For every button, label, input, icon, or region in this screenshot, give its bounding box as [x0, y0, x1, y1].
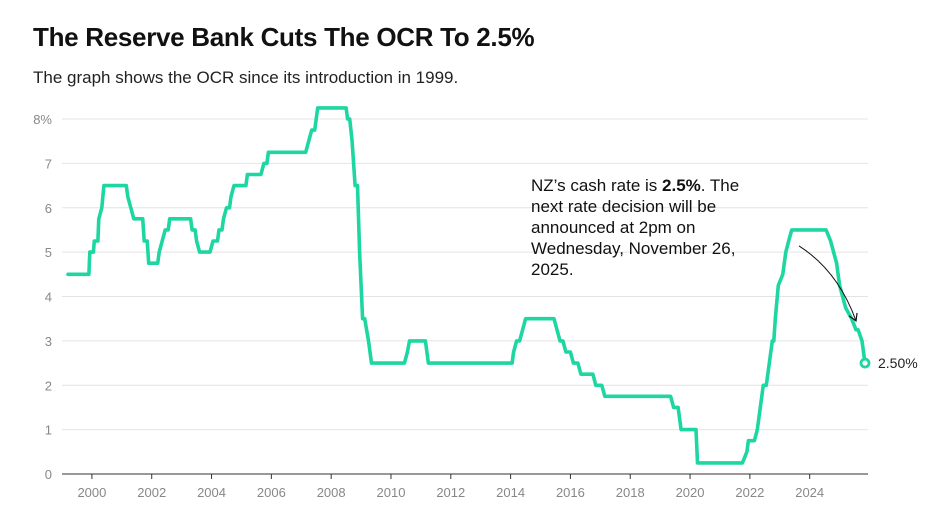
x-tick-label: 2010 [377, 485, 406, 500]
y-tick-label: 2 [45, 378, 52, 393]
latest-value-marker [859, 357, 871, 369]
x-tick-label: 2014 [496, 485, 525, 500]
annotation-note: NZ’s cash rate is 2.5%. The next rate de… [531, 175, 771, 280]
latest-value-label: 2.50% [878, 355, 918, 371]
y-tick-label: 5 [45, 245, 52, 260]
y-tick-label: 0 [45, 467, 52, 482]
x-tick-label: 2024 [795, 485, 824, 500]
y-tick-label: 6 [45, 201, 52, 216]
x-axis-tick-labels: 2000 2002 2004 2006 2008 2010 2012 2014 2016 2018… [77, 485, 824, 500]
annotation-highlight-value: 2.5% [662, 176, 701, 195]
x-tick-label: 2018 [616, 485, 645, 500]
y-tick-label: 8% [33, 112, 52, 127]
y-axis-tick-labels: 0 1 2 3 4 5 6 7 8% [33, 112, 52, 482]
x-tick-label: 2002 [137, 485, 166, 500]
x-tick-label: 2008 [317, 485, 346, 500]
y-tick-label: 1 [45, 423, 52, 438]
chart-title: The Reserve Bank Cuts The OCR To 2.5% [33, 22, 535, 52]
grid-lines [62, 118, 868, 431]
x-tick-label: 2000 [77, 485, 106, 500]
annotation-arrow [798, 245, 857, 322]
x-tick-label: 2004 [197, 485, 226, 500]
x-tick-label: 2012 [436, 485, 465, 500]
y-tick-label: 7 [45, 156, 52, 171]
y-tick-label: 4 [45, 290, 52, 305]
ocr-series-line [66, 106, 867, 465]
annotation-suffix: . The next rate decision will be announc… [531, 176, 740, 279]
x-axis [62, 473, 868, 479]
y-tick-label: 3 [45, 334, 52, 349]
x-tick-label: 2006 [257, 485, 286, 500]
chart-subtitle: The graph shows the OCR since its introd… [33, 68, 459, 87]
x-tick-label: 2020 [676, 485, 705, 500]
x-tick-label: 2016 [556, 485, 585, 500]
annotation-arrowhead [848, 312, 858, 322]
x-tick-label: 2022 [735, 485, 764, 500]
annotation-prefix: NZ’s cash rate is [531, 176, 663, 195]
